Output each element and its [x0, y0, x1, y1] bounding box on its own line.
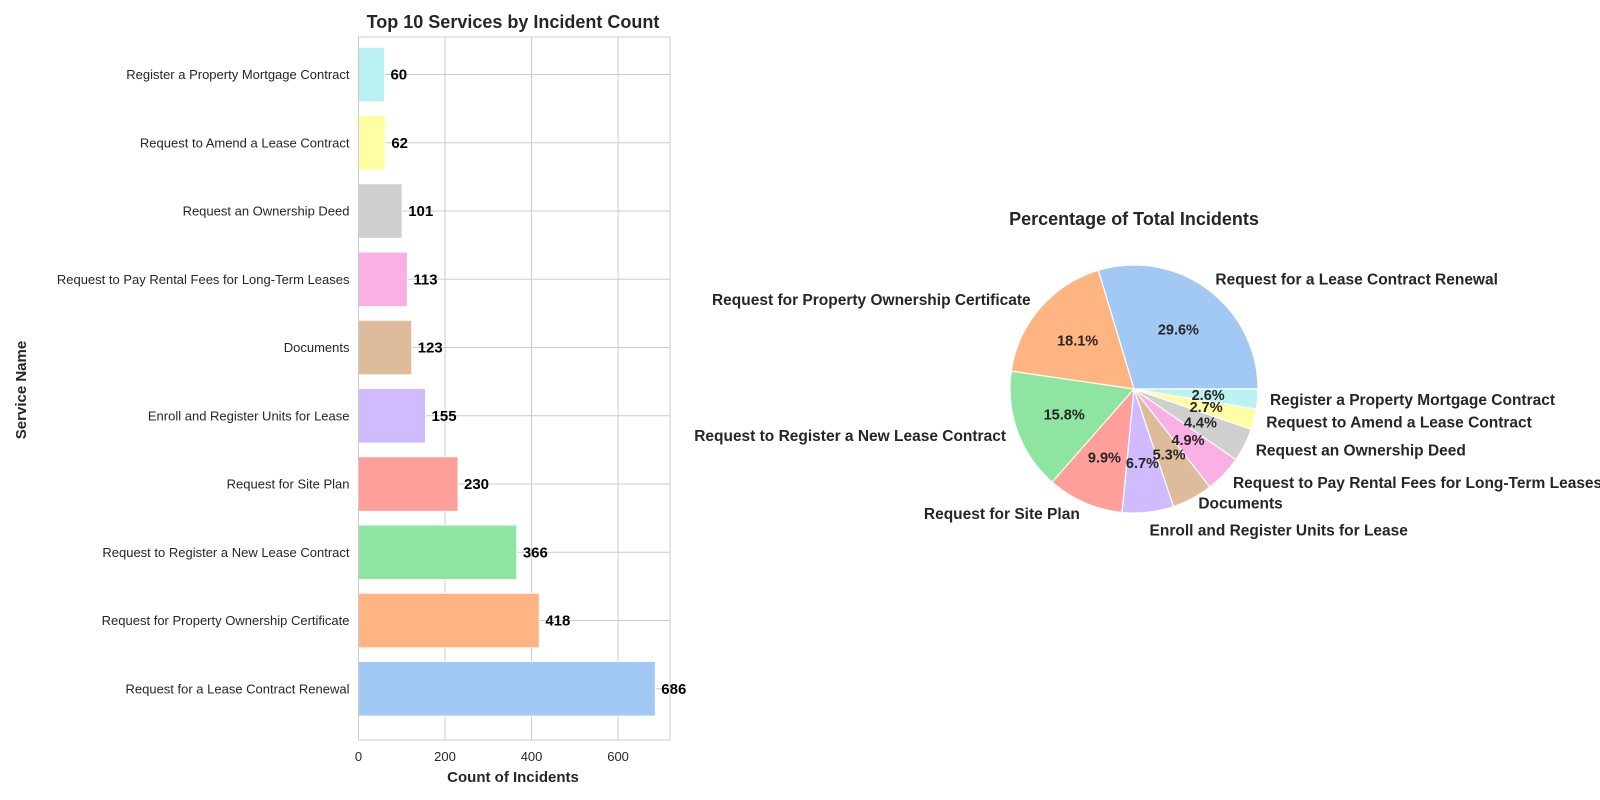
pie-slice — [1051, 387, 1135, 514]
pie-slice-label: Request to Register a New Lease Contract — [694, 428, 1006, 445]
bar-x-tick-label: 400 — [521, 749, 543, 764]
pie-slice-label: Enroll and Register Units for Lease — [1150, 523, 1409, 540]
bar — [358, 183, 403, 239]
pie-slice — [1009, 370, 1136, 483]
bar-category-label: Request to Amend a Lease Contract — [140, 135, 350, 150]
bar-chart-x-tick-labels: 0 200 400 600 — [355, 749, 629, 764]
bar-category-label: Request for Property Ownership Certifica… — [102, 613, 350, 628]
bar-value-label: 686 — [661, 681, 686, 698]
pie-percent-label: 6.7% — [1126, 456, 1159, 472]
pie-chart-slice-labels: Request for a Lease Contract Renewal Requ… — [694, 272, 1600, 540]
bar-value-label: 113 — [413, 271, 437, 288]
pie-percent-label: 18.1% — [1057, 333, 1098, 349]
bar — [358, 46, 385, 103]
bar-x-tick-label: 200 — [434, 749, 456, 764]
bar — [358, 388, 427, 444]
bar-chart-bars — [358, 46, 656, 717]
bar-category-label: Register a Property Mortgage Contract — [126, 67, 350, 82]
bar-chart: Top 10 Services by Incident Count Reques… — [13, 12, 686, 786]
bar-category-label: Request to Register a New Lease Contract — [102, 545, 350, 560]
bar — [358, 456, 459, 512]
pie-slice-label: Request an Ownership Deed — [1256, 443, 1466, 460]
bar — [358, 319, 413, 376]
bar-chart-value-labels: 686 418 366 230 155 123 113 101 62 60 — [390, 67, 686, 698]
bar-category-label: Request for a Lease Contract Renewal — [125, 681, 349, 696]
pie-percent-label: 5.3% — [1153, 448, 1186, 464]
pie-percent-label: 15.8% — [1044, 408, 1085, 424]
bar-value-label: 155 — [432, 408, 457, 425]
pie-slice-label: Request for Site Plan — [924, 506, 1080, 523]
bar-chart-x-axis-title: Count of Incidents — [447, 769, 579, 786]
bar-x-tick-label: 0 — [355, 749, 362, 764]
bar-value-label: 123 — [418, 340, 443, 357]
bar-value-label: 366 — [523, 544, 548, 561]
pie-percent-label: 29.6% — [1158, 322, 1199, 338]
bar-chart-y-tick-labels: Request for a Lease Contract Renewal Requ… — [57, 67, 350, 696]
bar-value-label: 62 — [391, 135, 408, 152]
bar-x-tick-label: 600 — [607, 749, 629, 764]
pie-percent-label: 4.9% — [1171, 433, 1204, 449]
pie-slice-label: Request to Pay Rental Fees for Long-Term… — [1233, 475, 1600, 492]
pie-percent-label: 2.6% — [1192, 388, 1225, 404]
bar — [358, 251, 408, 308]
pie-slice — [1133, 388, 1259, 410]
pie-slice — [1010, 269, 1135, 390]
bar-chart-frame — [358, 36, 671, 741]
bar-category-label: Request an Ownership Deed — [183, 204, 350, 219]
bar-category-label: Documents — [284, 340, 350, 355]
bar — [358, 592, 540, 649]
pie-percent-label: 9.9% — [1088, 450, 1121, 466]
pie-slice-label: Request for Property Ownership Certifica… — [712, 292, 1031, 309]
pie-percent-label: 2.7% — [1190, 400, 1223, 416]
pie-chart-title: Percentage of Total Incidents — [1009, 209, 1259, 229]
bar-value-label: 230 — [464, 476, 489, 493]
bar-value-label: 418 — [545, 613, 570, 630]
bar — [358, 524, 518, 581]
bar-value-label: 101 — [408, 203, 433, 220]
pie-slice-label: Documents — [1198, 495, 1282, 512]
pie-slice — [1097, 264, 1259, 390]
pie-slice-label: Request to Amend a Lease Contract — [1266, 414, 1532, 431]
pie-chart-percent-labels: 29.6% 18.1% 15.8% 9.9% 6.7%5.3%4.9%4.4%2.7%2… — [1044, 322, 1225, 472]
bar-chart-y-axis-title: Service Name — [13, 341, 30, 439]
pie-chart: Percentage of Total Incidents 29.6% 18.1%… — [694, 209, 1600, 540]
bar-category-label: Request to Pay Rental Fees for Long-Term… — [57, 272, 350, 287]
bar-chart-title: Top 10 Services by Incident Count — [367, 12, 660, 32]
pie-slice-label: Request for a Lease Contract Renewal — [1215, 272, 1498, 289]
bar-category-label: Enroll and Register Units for Lease — [148, 408, 350, 423]
bar-category-label: Request for Site Plan — [227, 477, 350, 492]
bar — [358, 114, 386, 171]
pie-slice-label: Register a Property Mortgage Contract — [1270, 392, 1555, 409]
bar — [358, 661, 656, 717]
bar-value-label: 60 — [390, 67, 407, 84]
pie-percent-label: 4.4% — [1184, 416, 1217, 432]
pie-chart-slices — [1009, 264, 1259, 514]
